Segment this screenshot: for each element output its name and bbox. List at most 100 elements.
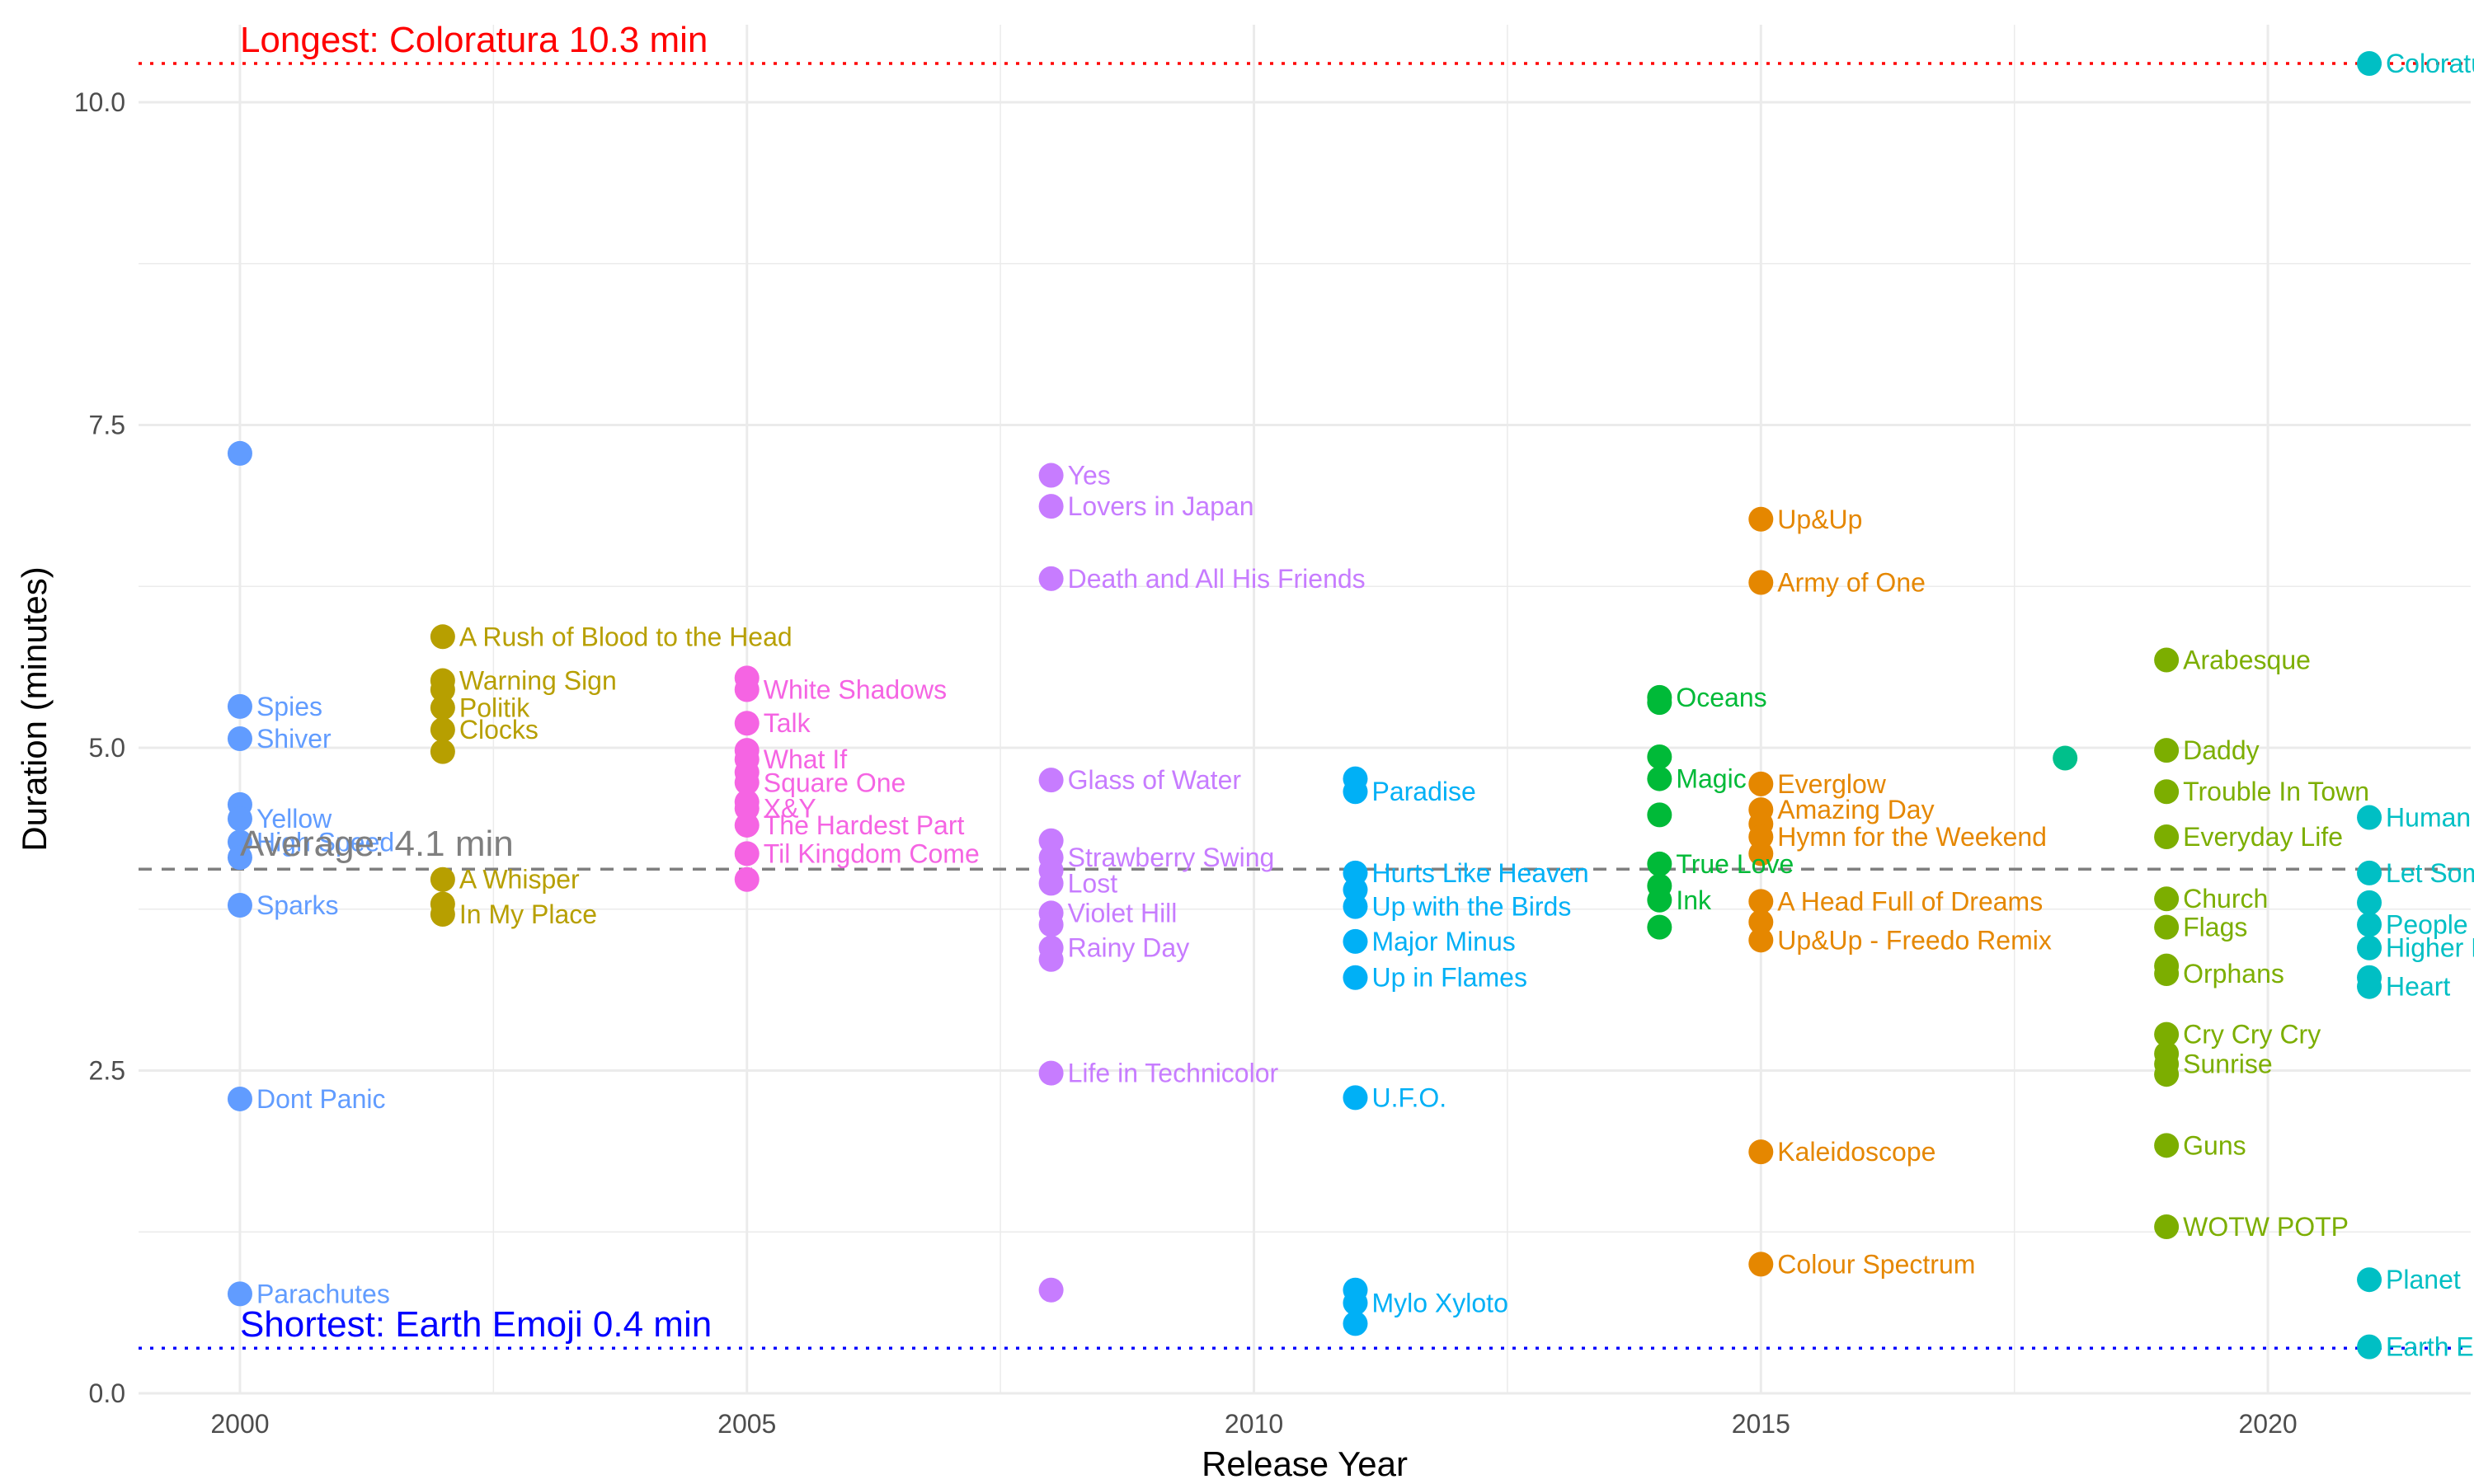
point-label: Square One (764, 768, 906, 797)
data-point (2357, 1267, 2382, 1293)
data-point (227, 1086, 252, 1111)
data-point (2154, 738, 2180, 763)
point-label: Lovers in Japan (1068, 491, 1254, 521)
point-label: Shiver (256, 724, 332, 754)
data-point (1647, 851, 1672, 876)
average-line-label: Average: 4.1 min (240, 824, 514, 864)
point-label: Sunrise (2183, 1050, 2273, 1079)
y-tick-label: 2.5 (89, 1055, 125, 1085)
x-axis-title: Release Year (1202, 1444, 1408, 1483)
point-label: Oceans (1676, 683, 1766, 712)
point-label: Lost (1068, 868, 1118, 898)
point-label: Trouble In Town (2183, 777, 2369, 806)
axis-ticks: 2000 2005 2010 2015 2020 0.0 2.5 5.0 7.5 10.0 (74, 87, 2298, 1439)
data-point (1748, 1252, 1774, 1277)
data-point (430, 717, 455, 743)
data-point (2154, 1021, 2180, 1047)
data-point (734, 770, 760, 796)
data-point (1343, 965, 1368, 990)
data-point (2357, 935, 2382, 960)
data-point (1748, 771, 1774, 796)
data-point (2357, 974, 2382, 999)
data-point (1343, 1085, 1368, 1111)
point-label: Clocks (459, 715, 539, 744)
point-label: Hymn for the Weekend (1777, 822, 2047, 852)
data-point (2154, 961, 2180, 987)
point-label: Up&Up - Freedo Remix (1777, 925, 2052, 955)
data-point (2154, 824, 2180, 850)
data-point (1748, 889, 1774, 914)
point-label: Human Heart (2386, 803, 2474, 833)
data-point (2357, 50, 2382, 76)
reference-labels: Longest: Coloratura 10.3 min Shortest: E… (240, 20, 712, 1345)
point-label: Major Minus (1371, 927, 1515, 956)
point-label: Rainy Day (1068, 933, 1190, 963)
data-point (734, 866, 760, 892)
data-point (227, 1281, 252, 1307)
point-label: Up in Flames (1371, 963, 1527, 993)
point-label: A Rush of Blood to the Head (459, 622, 793, 651)
data-point (2357, 1334, 2382, 1360)
data-point (227, 806, 252, 832)
point-label: High Speed (256, 827, 394, 857)
data-point (734, 711, 760, 736)
data-point (1038, 566, 1064, 591)
data-point (1038, 871, 1064, 896)
x-tick-label: 2015 (1732, 1409, 1790, 1439)
data-point (1343, 1311, 1368, 1336)
point-label: Paradise (1371, 777, 1475, 806)
point-label: Up with the Birds (1371, 892, 1571, 922)
x-tick-label: 2020 (2238, 1409, 2297, 1439)
data-point (2154, 647, 2180, 673)
y-tick-label: 7.5 (89, 410, 125, 439)
data-point (1038, 494, 1064, 519)
data-point (1038, 1277, 1064, 1303)
data-point (1647, 690, 1672, 716)
data-point (734, 841, 760, 866)
point-label: In My Place (459, 899, 597, 929)
data-point (2154, 1133, 2180, 1158)
data-point (430, 677, 455, 702)
data-point (2357, 890, 2382, 915)
point-label: Colour Spectrum (1777, 1249, 1975, 1279)
point-label: Let Somebody Go (2386, 858, 2474, 888)
reference-lines (139, 62, 2471, 1350)
x-tick-label: 2000 (210, 1409, 269, 1439)
point-label: Parachutes (256, 1279, 390, 1308)
data-point (2154, 914, 2180, 940)
point-label: Til Kingdom Come (764, 838, 980, 868)
data-point (1343, 894, 1368, 919)
data-point (227, 893, 252, 918)
data-point (1748, 841, 1774, 866)
data-point (1647, 766, 1672, 791)
point-label: True Love (1676, 849, 1794, 879)
data-point (1748, 570, 1774, 595)
data-point (1038, 912, 1064, 937)
point-label: Everyday Life (2183, 822, 2343, 852)
data-point (430, 902, 455, 927)
point-label: Heart (2386, 972, 2450, 1002)
point-label: Glass of Water (1068, 765, 1242, 795)
y-tick-label: 5.0 (89, 733, 125, 763)
data-point (2154, 779, 2180, 805)
point-label: Amazing Day (1777, 795, 1934, 824)
x-tick-label: 2005 (717, 1409, 776, 1439)
point-label: A Whisper (459, 865, 580, 895)
point-label: Army of One (1777, 568, 1926, 598)
data-point (1647, 914, 1672, 940)
point-label: Spies (256, 692, 322, 721)
point-label: Everglow (1777, 769, 1887, 799)
point-label: Violet Hill (1068, 898, 1178, 928)
point-label: Daddy (2183, 735, 2260, 765)
data-point (1038, 1060, 1064, 1086)
data-point (430, 866, 455, 892)
longest-line-label: Longest: Coloratura 10.3 min (240, 20, 708, 60)
point-label: Talk (764, 708, 811, 738)
point-label: Church (2183, 884, 2268, 913)
data-point (2154, 1062, 2180, 1087)
data-point (430, 739, 455, 764)
y-tick-label: 0.0 (89, 1378, 125, 1408)
data-point (1748, 928, 1774, 953)
